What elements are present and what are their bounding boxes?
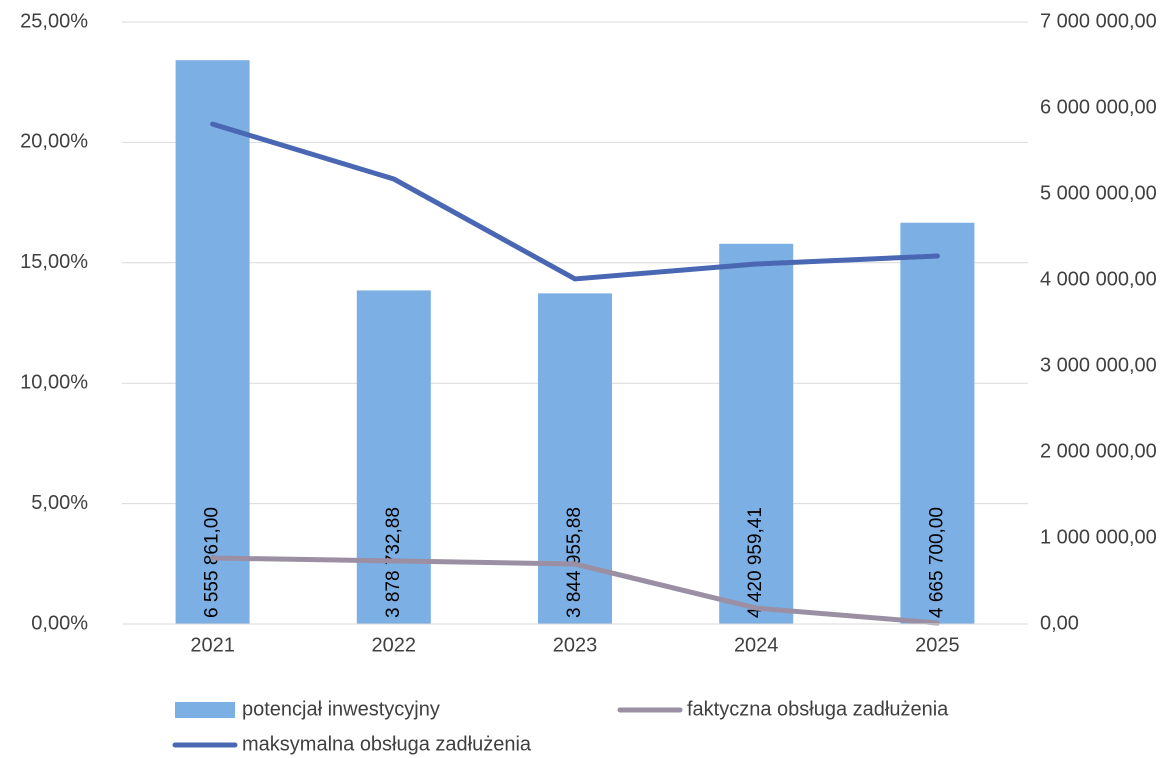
legend-label: potencjał inwestycyjny: [242, 698, 440, 720]
y-tick-label: 5,00%: [31, 492, 88, 514]
legend-label: maksymalna obsługa zadłużenia: [242, 733, 532, 755]
x-tick-label: 2024: [734, 634, 779, 656]
y-tick-label: 10,00%: [20, 371, 88, 393]
data-label: 6 555 861,00: [202, 507, 223, 618]
y2-tick-label: 5 000 000,00: [1040, 182, 1157, 204]
line: [210, 121, 940, 282]
y2-tick-label: 4 000 000,00: [1040, 268, 1157, 290]
bar: [719, 243, 794, 624]
x-tick-label: 2021: [190, 634, 235, 656]
bar: [356, 290, 431, 624]
y2-tick-label: 7 000 000,00: [1040, 10, 1157, 32]
bar: [175, 60, 250, 625]
y-tick-label: 25,00%: [20, 10, 88, 32]
legend-swatch: [175, 702, 235, 718]
y-tick-label: 20,00%: [20, 131, 88, 153]
data-label: 4 420 959,41: [745, 507, 766, 618]
y2-tick-label: 3 000 000,00: [1040, 354, 1157, 376]
x-tick-label: 2025: [915, 634, 960, 656]
line: [210, 555, 940, 626]
data-label: 4 665 700,00: [926, 507, 947, 618]
legend-label: faktyczna obsługa zadłużenia: [687, 698, 949, 720]
y-tick-label: 0,00%: [31, 612, 88, 634]
bar: [900, 222, 975, 624]
x-tick-label: 2022: [372, 634, 417, 656]
y2-tick-label: 6 000 000,00: [1040, 96, 1157, 118]
y-tick-label: 15,00%: [20, 251, 88, 273]
y2-tick-label: 0,00: [1040, 612, 1079, 634]
y2-tick-label: 2 000 000,00: [1040, 440, 1157, 462]
x-tick-label: 2023: [553, 634, 598, 656]
y2-tick-label: 1 000 000,00: [1040, 526, 1157, 548]
